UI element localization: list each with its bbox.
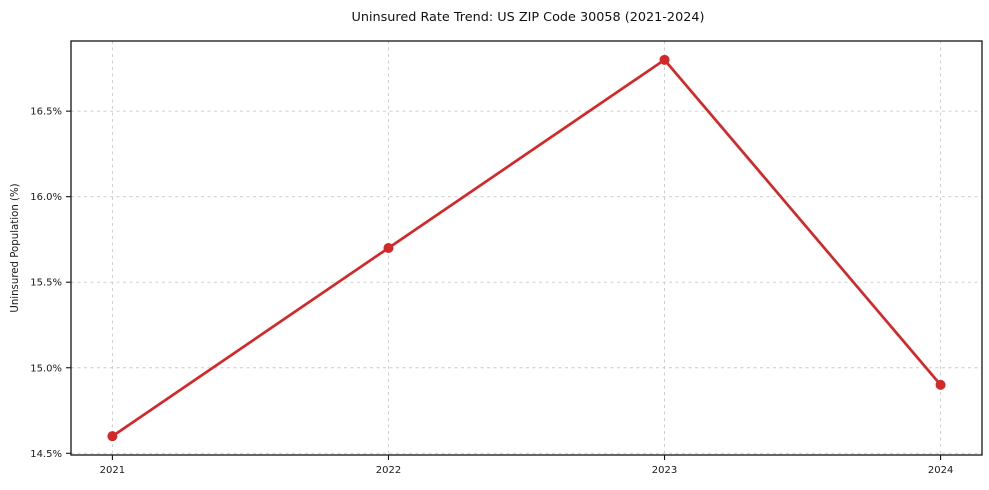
x-tick-label: 2021 <box>100 465 125 476</box>
trend-line <box>111 58 942 438</box>
y-tick-label: 16.0% <box>30 192 62 203</box>
axis-layer: 14.5% 15.0% 15.5% 16.0% 16.5% 2021 2022 2023 202… <box>30 40 983 476</box>
y-tick-label: 16.5% <box>30 107 62 118</box>
data-point-marker-2024 <box>935 379 946 390</box>
y-axis-label: Uninsured Population (%) <box>10 183 21 312</box>
x-tick-label: 2022 <box>376 465 401 476</box>
y-tick-label: 15.5% <box>30 278 62 289</box>
data-point-marker-2023 <box>659 54 670 65</box>
grid-layer <box>71 41 982 455</box>
plot-border <box>70 40 983 456</box>
series-layer <box>107 54 946 442</box>
data-point-marker-2021 <box>107 431 118 442</box>
data-point-marker-2022 <box>383 243 394 253</box>
chart-title: Uninsured Rate Trend: US ZIP Code 30058 … <box>351 10 704 25</box>
y-tick-label: 15.0% <box>30 363 62 374</box>
x-tick-label: 2023 <box>652 465 677 476</box>
x-tick-label: 2024 <box>928 465 953 476</box>
y-tick-label: 14.5% <box>30 449 62 460</box>
